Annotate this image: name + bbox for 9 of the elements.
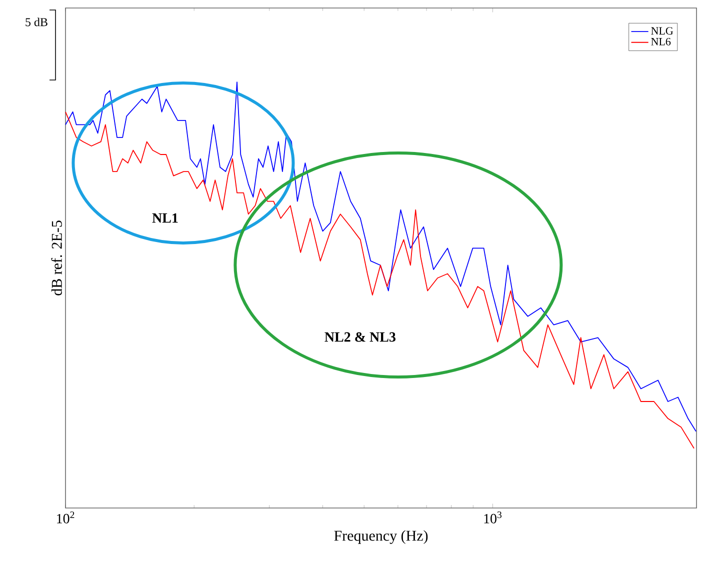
- y-axis-title: dB ref. 2E-5: [51, 220, 62, 296]
- legend-label: NL6: [651, 38, 671, 46]
- text: 5 dB: [26, 18, 48, 26]
- x-axis-title: Frequency (Hz): [334, 530, 428, 544]
- annotation: NL1: [152, 213, 178, 223]
- legend-label: NLG: [651, 27, 674, 35]
- annotation: NL2 & NL3: [324, 332, 396, 342]
- x-tick-label: 10$^{2}$: [57, 512, 74, 524]
- x-tick-label: 10$^{3}$: [484, 512, 502, 524]
